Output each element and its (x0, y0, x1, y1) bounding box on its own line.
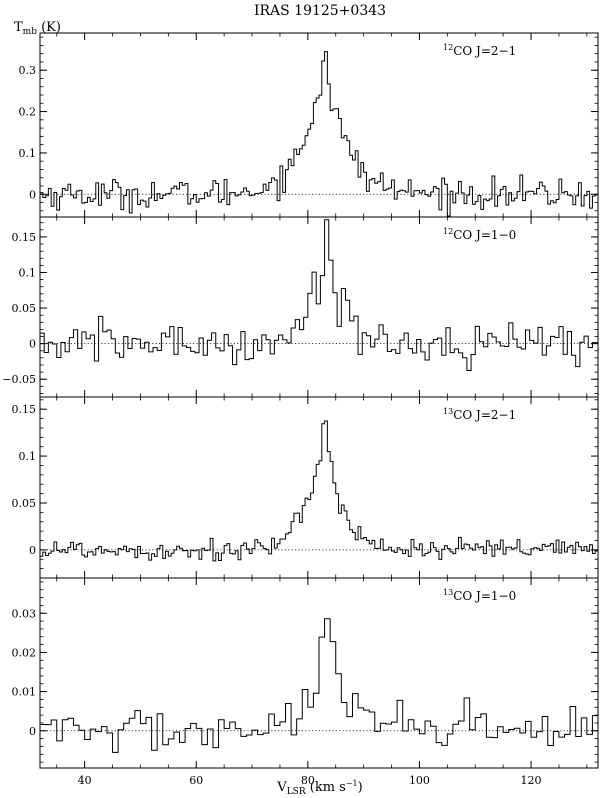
y-tick-label: 0.05 (12, 497, 37, 510)
y-axis-title-main: T (14, 20, 23, 35)
panel-label-isotope: 13 (443, 588, 453, 597)
panel-label-transition: CO J=2−1 (453, 408, 516, 422)
panel-label: 13CO J=2−1 (443, 407, 516, 422)
y-tick-label: 0.3 (19, 64, 37, 77)
panel-label-isotope: 13 (443, 407, 453, 416)
panel-frame (39, 577, 599, 769)
panel-label: 12CO J=1−0 (443, 227, 516, 242)
x-tick-label: 80 (301, 774, 315, 787)
y-tick-label: 0.1 (19, 147, 37, 160)
y-tick-label: 0.1 (19, 266, 37, 279)
x-axis-title-main: V (276, 780, 287, 795)
chart-title: IRAS 19125+0343 (254, 3, 386, 19)
y-tick-label: 0 (29, 544, 36, 557)
x-axis-title: VLSR (km s−1) (276, 779, 362, 797)
y-tick-label: 0.15 (12, 403, 37, 416)
panel-label-transition: CO J=1−0 (453, 228, 516, 242)
y-tick-label: 0 (29, 338, 36, 351)
y-tick-label: 0.02 (12, 646, 37, 659)
panel-label: 13CO J=1−0 (443, 588, 516, 603)
spectrum-series (40, 618, 598, 753)
panel-3: 0 0.05 0.1 0.15 13CO J=2−1 (12, 396, 599, 579)
y-tick-label: 0 (29, 725, 36, 738)
y-tick-label: 0 (29, 188, 36, 201)
x-tick-label: 100 (409, 774, 430, 787)
x-axis-title-sub: LSR (287, 787, 306, 797)
panel-label-transition: CO J=2−1 (453, 44, 516, 58)
x-tick-label: 120 (521, 774, 542, 787)
x-axis-title-exp: −1 (346, 779, 358, 788)
x-axis-title-close: ) (358, 780, 363, 795)
panel-2: −0.05 0 0.05 0.1 0.15 12CO J=1−0 (2, 216, 599, 398)
y-axis-title-sub: mb (23, 27, 38, 37)
y-tick-label: 0.1 (19, 450, 37, 463)
panel-label-isotope: 12 (443, 43, 453, 52)
y-tick-label: 0.03 (12, 607, 37, 620)
spectrum-series (40, 219, 598, 372)
y-tick-label: 0.01 (12, 686, 37, 699)
panel-frame (39, 32, 599, 218)
x-tick-label: 60 (189, 774, 203, 787)
y-tick-label: 0.05 (12, 302, 37, 315)
x-axis-title-unit: (km s (306, 780, 346, 795)
y-axis-title: Tmb (K) (14, 20, 61, 37)
panel-frame (39, 216, 599, 398)
y-tick-label: 0.15 (12, 231, 37, 244)
panel-label: 12CO J=2−1 (443, 43, 516, 58)
spectrum-series (40, 420, 598, 562)
y-axis-title-unit: (K) (37, 20, 61, 35)
panel-frame (39, 396, 599, 579)
panel-label-transition: CO J=1−0 (453, 589, 516, 603)
panel-label-isotope: 12 (443, 227, 453, 236)
spectrum-series (40, 51, 598, 217)
y-tick-label: −0.05 (2, 373, 36, 386)
y-tick-label: 0.2 (19, 106, 37, 119)
x-tick-label: 40 (78, 774, 92, 787)
panel-1: 0 0.1 0.2 0.3 12CO J=2−1 (19, 32, 599, 218)
panel-4: 0 0.01 0.02 0.03 13CO J=1−0 (12, 577, 599, 769)
